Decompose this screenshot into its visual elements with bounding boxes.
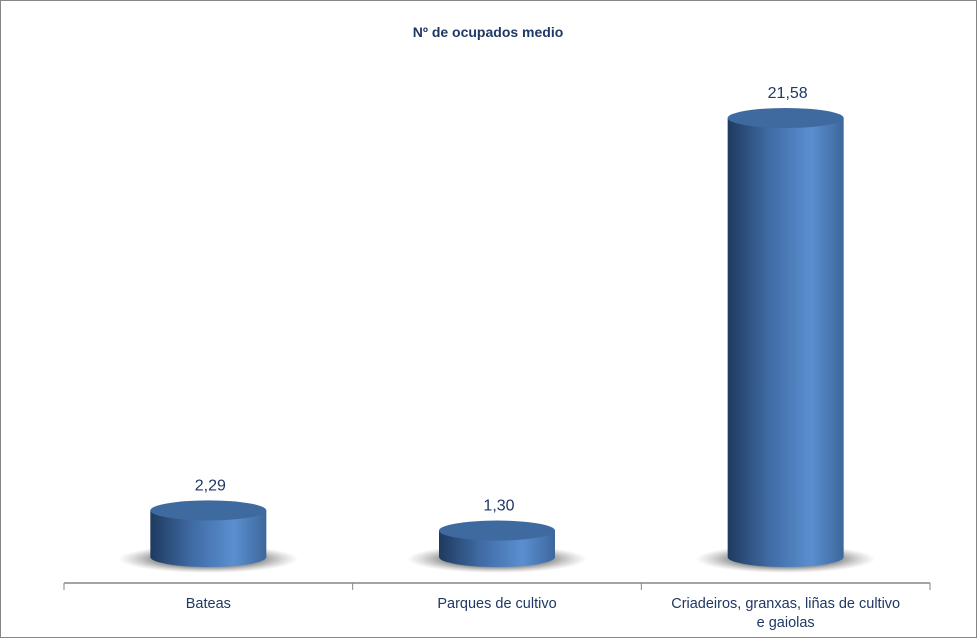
bar-body xyxy=(439,530,555,567)
bar-body xyxy=(150,510,267,567)
bar xyxy=(407,520,587,573)
category-label: Criadeiros, granxas, liñas de cultivo xyxy=(671,596,900,612)
category-label: Bateas xyxy=(186,596,231,612)
bar xyxy=(695,108,876,573)
data-label: 21,58 xyxy=(768,85,808,102)
chart-title: Nº de ocupados medio xyxy=(413,24,564,40)
bar-top xyxy=(439,520,555,541)
data-label: 2,29 xyxy=(195,477,226,494)
bar-top xyxy=(150,500,267,521)
bar-top xyxy=(727,108,844,128)
category-label: Parques de cultivo xyxy=(437,596,556,612)
bar-body xyxy=(727,118,844,567)
bar xyxy=(118,500,299,573)
data-label: 1,30 xyxy=(483,498,514,515)
category-label: e gaiolas xyxy=(757,615,815,631)
